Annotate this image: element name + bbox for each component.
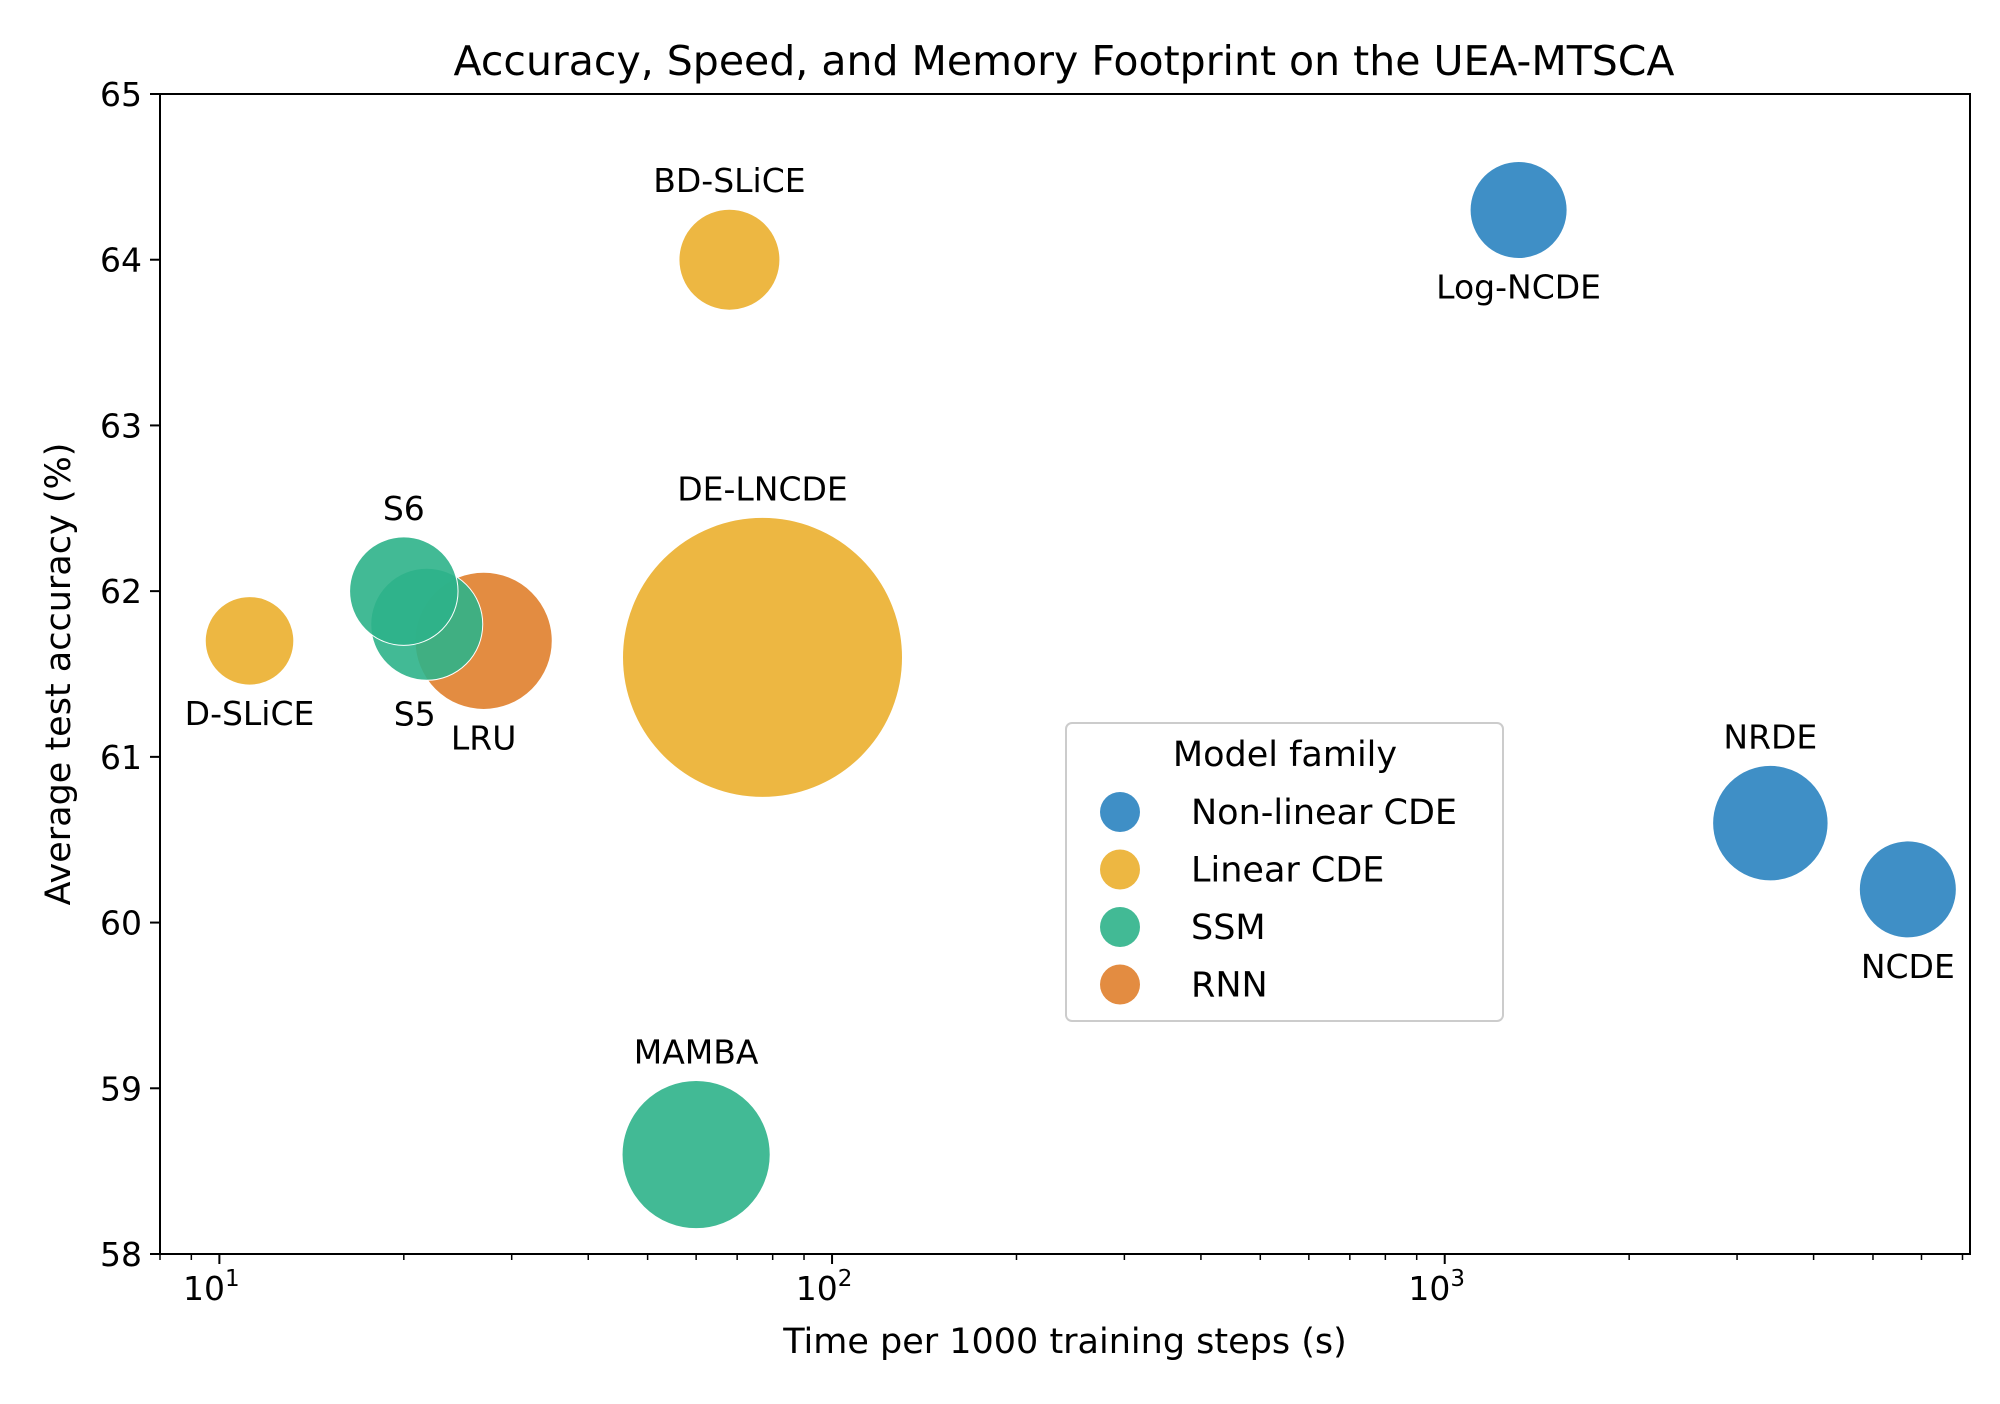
y-tick-label: 61 bbox=[100, 738, 142, 777]
y-tick-label: 60 bbox=[100, 904, 142, 943]
point-label: NRDE bbox=[1723, 717, 1817, 756]
legend: Model family Non-linear CDE Linear CDE SSM… bbox=[1065, 722, 1504, 1022]
y-axis: 58 59 60 61 62 63 64 65 bbox=[100, 75, 160, 1274]
legend-marker bbox=[1100, 964, 1140, 1005]
data-point bbox=[1469, 161, 1568, 259]
x-tick-label: 101 bbox=[183, 1266, 240, 1308]
legend-label: Non-linear CDE bbox=[1191, 793, 1457, 833]
point-labels: D-SLiCE S6 S5 LRU BD-SLiCE DE-LNCDE MAMBA Log-N… bbox=[185, 161, 1955, 1071]
data-point bbox=[204, 596, 295, 686]
data-point bbox=[621, 1079, 771, 1230]
point-label: MAMBA bbox=[634, 1032, 759, 1071]
data-points bbox=[204, 161, 1957, 1230]
point-label: LRU bbox=[451, 718, 516, 757]
y-tick-label: 59 bbox=[100, 1069, 142, 1108]
legend-label: RNN bbox=[1191, 966, 1268, 1006]
y-tick-label: 65 bbox=[100, 75, 142, 114]
data-point bbox=[622, 516, 904, 798]
x-axis: 101 102 103 bbox=[159, 1254, 1964, 1308]
legend-box bbox=[1065, 722, 1504, 1022]
point-label: S5 bbox=[394, 694, 436, 733]
x-tick-exponent: 1 bbox=[225, 1266, 240, 1292]
legend-marker bbox=[1100, 849, 1140, 890]
x-tick-base: 10 bbox=[1408, 1269, 1450, 1308]
legend-entries: Non-linear CDE Linear CDE SSM RNN bbox=[1100, 792, 1457, 1006]
x-tick-label: 103 bbox=[1408, 1266, 1465, 1308]
x-axis-label: Time per 1000 training steps (s) bbox=[782, 1322, 1347, 1362]
legend-label: SSM bbox=[1191, 908, 1266, 948]
x-tick-base: 10 bbox=[183, 1269, 225, 1308]
y-tick-label: 64 bbox=[100, 241, 142, 280]
point-label: S6 bbox=[383, 489, 425, 528]
point-label: NCDE bbox=[1861, 947, 1955, 986]
legend-label: Linear CDE bbox=[1191, 851, 1384, 891]
plot-frame bbox=[159, 93, 1971, 1255]
legend-title: Model family bbox=[1173, 735, 1397, 775]
y-tick-label: 58 bbox=[100, 1235, 142, 1274]
point-label: BD-SLiCE bbox=[653, 161, 805, 200]
point-label: Log-NCDE bbox=[1436, 267, 1601, 306]
x-tick-exponent: 2 bbox=[838, 1266, 853, 1292]
data-point bbox=[1858, 840, 1957, 939]
legend-marker bbox=[1100, 792, 1140, 832]
point-label: DE-LNCDE bbox=[677, 469, 848, 508]
data-point bbox=[1712, 764, 1829, 882]
y-tick-label: 63 bbox=[100, 406, 142, 445]
point-label: D-SLiCE bbox=[185, 694, 315, 733]
data-point bbox=[678, 208, 781, 311]
y-tick-label: 62 bbox=[100, 572, 142, 611]
y-axis-label: Average test accuracy (%) bbox=[39, 443, 79, 906]
x-tick-base: 10 bbox=[796, 1269, 838, 1308]
data-point bbox=[349, 536, 459, 646]
chart-title: Accuracy, Speed, and Memory Footprint on… bbox=[454, 37, 1675, 85]
legend-marker bbox=[1100, 907, 1140, 947]
x-tick-exponent: 3 bbox=[1450, 1266, 1465, 1292]
x-tick-label: 102 bbox=[796, 1266, 853, 1308]
